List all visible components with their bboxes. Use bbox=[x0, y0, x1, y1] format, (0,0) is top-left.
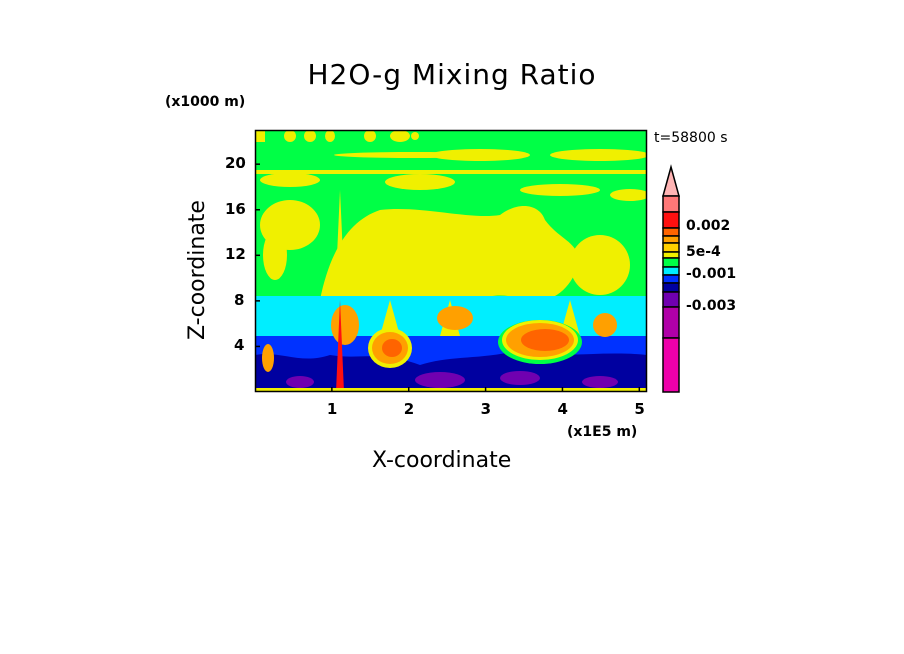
y-tick-label: 8 bbox=[234, 290, 245, 309]
y-tick-label: 4 bbox=[234, 336, 245, 355]
colorbar-swatch bbox=[662, 227, 680, 237]
chart-title: H2O-g Mixing Ratio bbox=[307, 58, 597, 91]
colorbar-label: -0.001 bbox=[686, 266, 737, 282]
time-annotation: t=58800 s bbox=[654, 130, 728, 146]
colorbar-extend-triangle bbox=[662, 164, 680, 197]
colorbar-swatch bbox=[662, 242, 680, 253]
x-axis-label: X-coordinate bbox=[372, 448, 512, 473]
colorbar-swatch bbox=[662, 195, 680, 213]
x-tick-label: 5 bbox=[634, 400, 645, 418]
colorbar-swatch bbox=[662, 291, 680, 308]
x-axis-unit: (x1E5 m) bbox=[567, 424, 638, 440]
x-tick-label: 1 bbox=[326, 400, 338, 418]
x-tick-label: 2 bbox=[403, 400, 415, 418]
colorbar-swatch bbox=[662, 251, 680, 259]
colorbar-label: 5e-4 bbox=[686, 244, 721, 260]
colorbar-swatch bbox=[662, 306, 680, 339]
y-tick-label: 20 bbox=[225, 154, 246, 173]
colorbar-swatch bbox=[662, 337, 680, 393]
y-axis-unit: (x1000 m) bbox=[165, 94, 246, 110]
colorbar-swatch bbox=[662, 257, 680, 268]
x-tick-label: 3 bbox=[480, 400, 492, 418]
colorbar-swatch bbox=[662, 211, 680, 229]
colorbar-label: -0.003 bbox=[686, 298, 737, 314]
colorbar-swatch bbox=[662, 282, 680, 293]
x-tick-label: 4 bbox=[557, 400, 568, 418]
colorbar-swatch bbox=[662, 274, 680, 284]
plot-frame bbox=[254, 129, 648, 393]
colorbar-label: 0.002 bbox=[686, 218, 731, 234]
colorbar-swatch bbox=[662, 266, 680, 276]
colorbar bbox=[662, 164, 680, 393]
y-tick-label: 16 bbox=[225, 199, 246, 218]
colorbar-swatch bbox=[662, 235, 680, 244]
y-tick-label: 12 bbox=[225, 245, 246, 264]
contour-field bbox=[255, 130, 647, 392]
